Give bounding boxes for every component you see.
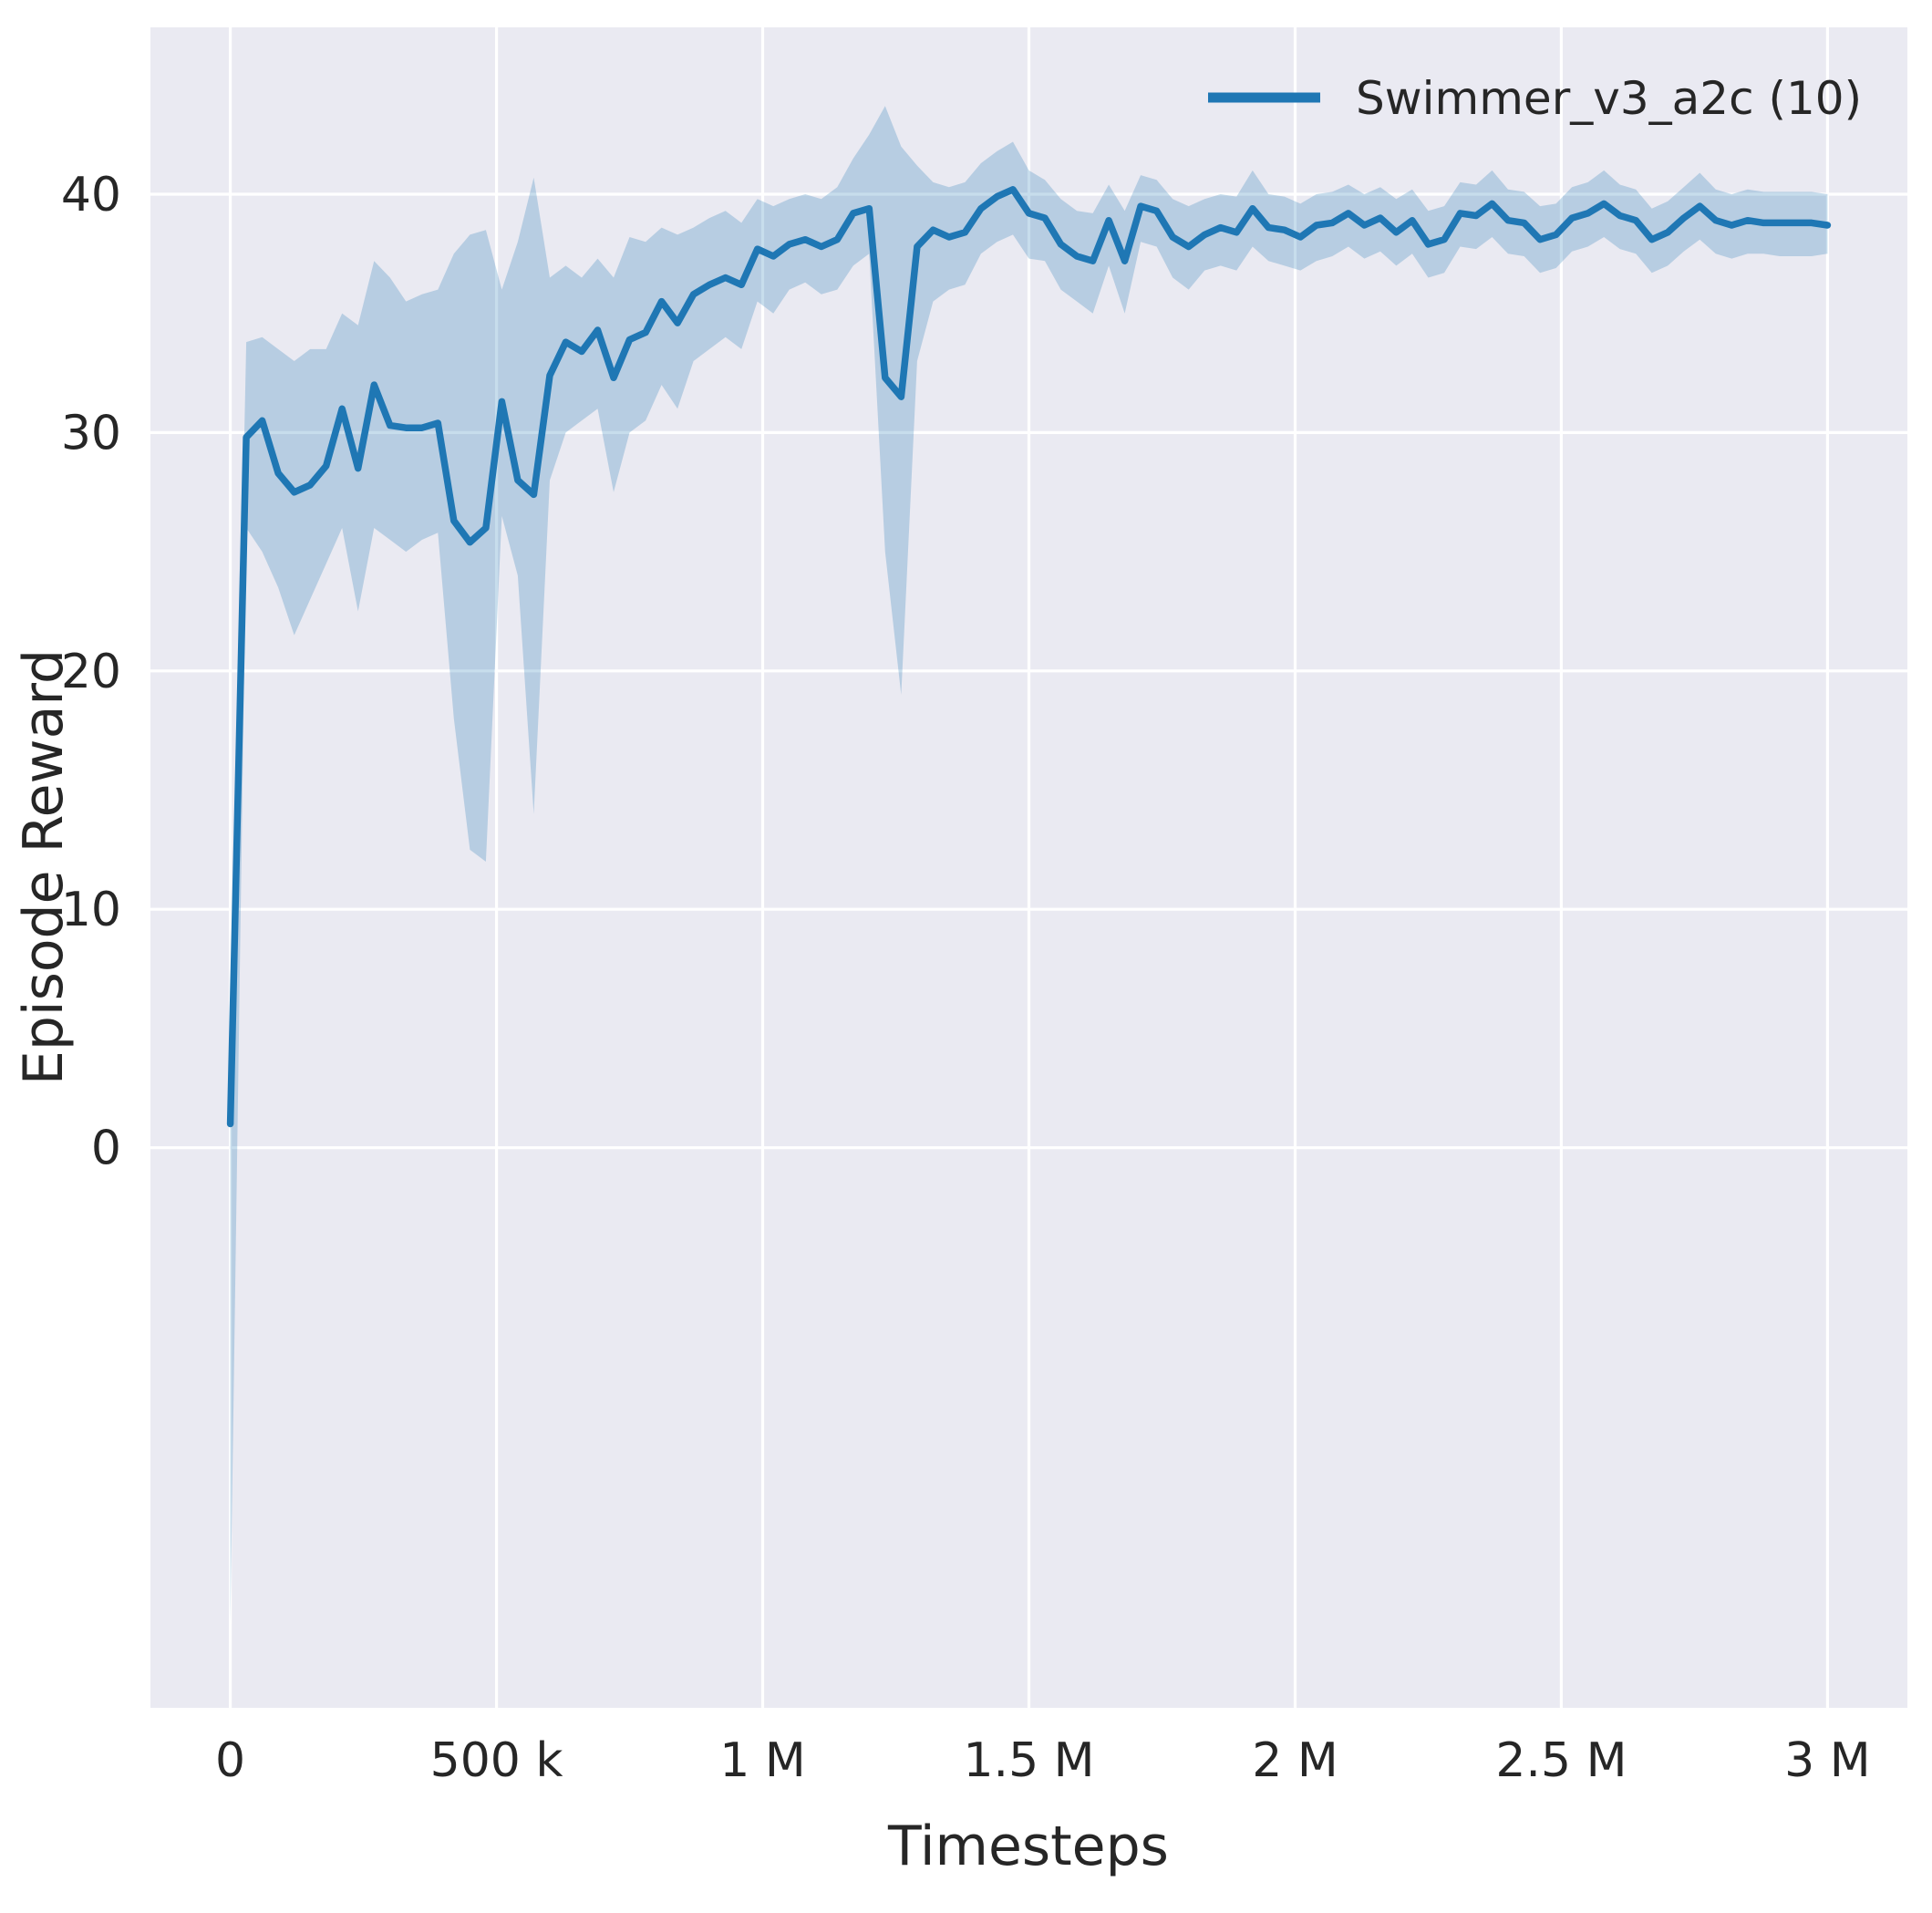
gridlines bbox=[150, 27, 1907, 1708]
x-tick-labels: 0 500 k 1 M 1.5 M 2 M 2.5 M 3 M bbox=[215, 1733, 1871, 1788]
y-tick-label: 40 bbox=[61, 168, 121, 222]
x-tick-label: 2.5 M bbox=[1495, 1733, 1627, 1788]
x-tick-label: 1 M bbox=[719, 1733, 805, 1788]
legend-label: Swimmer_v3_a2c (10) bbox=[1356, 72, 1862, 125]
y-tick-label: 20 bbox=[61, 645, 121, 699]
confidence-band bbox=[230, 106, 1828, 1625]
x-axis-label: Timesteps bbox=[887, 1815, 1169, 1878]
x-tick-label: 1.5 M bbox=[963, 1733, 1094, 1788]
y-tick-label: 0 bbox=[91, 1122, 121, 1176]
y-tick-labels: 0 10 20 30 40 bbox=[61, 168, 121, 1176]
mean-line bbox=[226, 186, 1832, 1128]
x-tick-label: 500 k bbox=[430, 1733, 563, 1788]
x-tick-label: 0 bbox=[215, 1733, 245, 1788]
y-axis-label: Episode Reward bbox=[12, 649, 76, 1085]
y-tick-label: 30 bbox=[61, 406, 121, 460]
legend: Swimmer_v3_a2c (10) bbox=[1208, 72, 1862, 125]
x-tick-label: 2 M bbox=[1252, 1733, 1338, 1788]
y-tick-label: 10 bbox=[61, 883, 121, 937]
x-tick-label: 3 M bbox=[1784, 1733, 1870, 1788]
